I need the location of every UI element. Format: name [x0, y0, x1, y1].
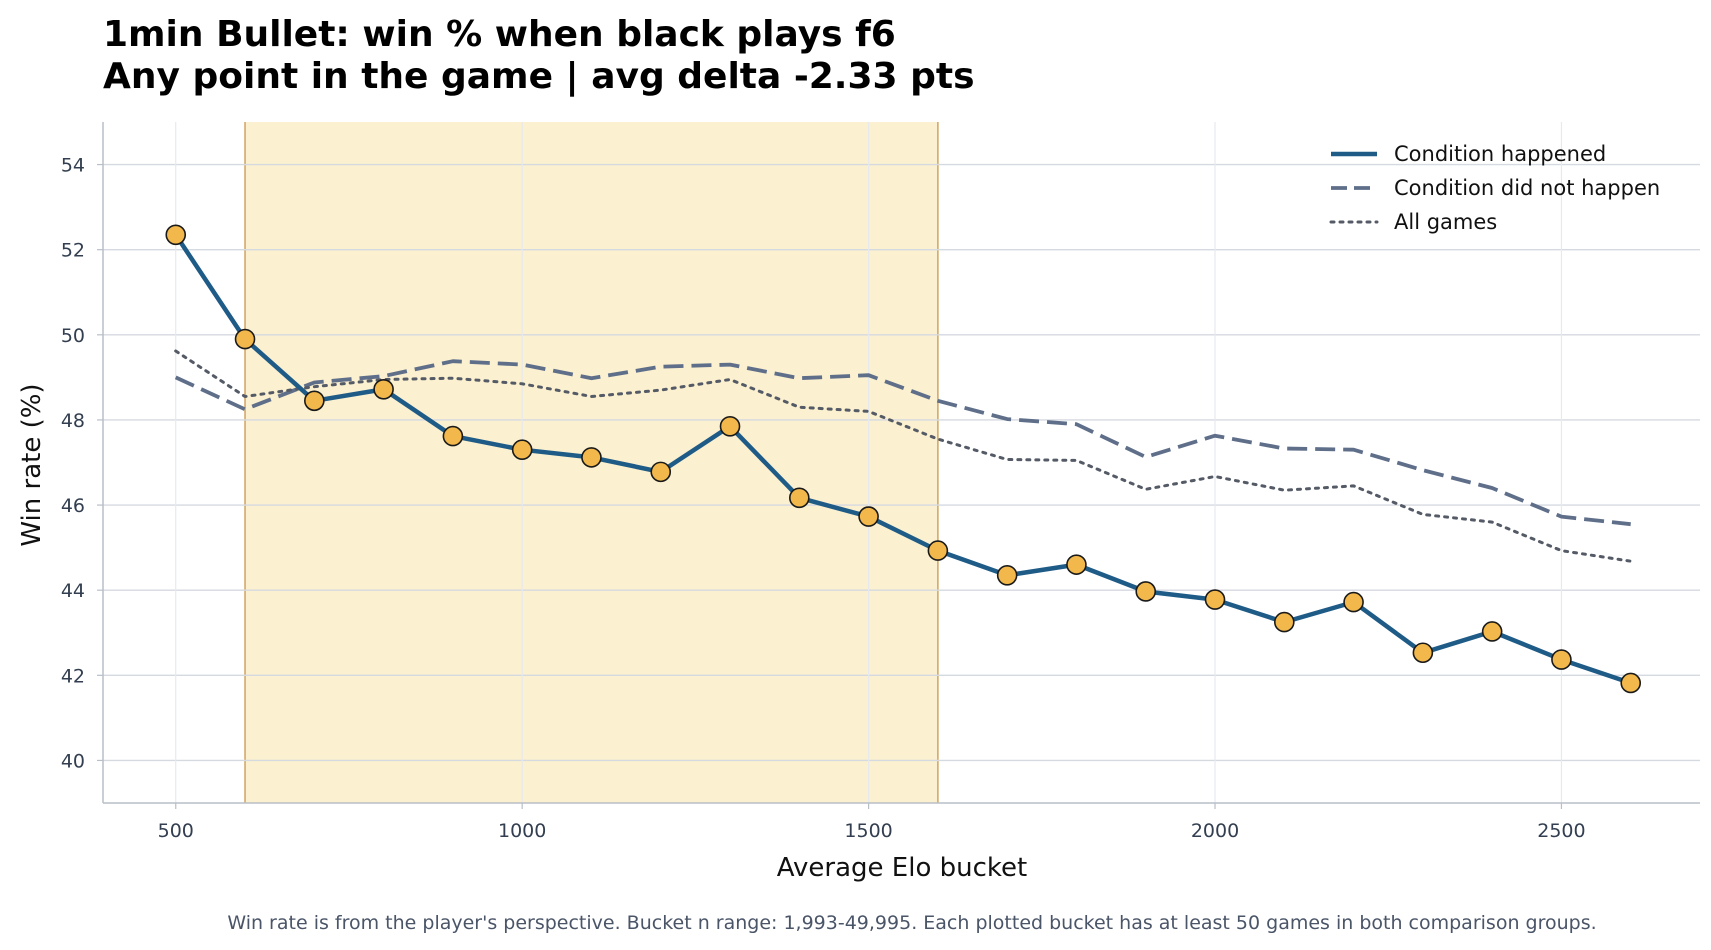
y-tick-label: 48 [61, 410, 85, 432]
x-tick-label: 1000 [498, 820, 546, 842]
data-point [650, 461, 672, 483]
data-point [927, 540, 949, 561]
data-point [996, 564, 1018, 586]
y-tick-label: 46 [61, 495, 85, 517]
y-tick-label: 40 [61, 750, 85, 772]
data-point [442, 425, 464, 447]
series-line-condition-happened [173, 233, 1632, 686]
y-tick-label: 42 [61, 665, 85, 687]
data-point [789, 487, 810, 509]
legend-label: Condition did not happen [1394, 176, 1660, 200]
y-tick-label: 44 [61, 580, 85, 602]
x-tick-label: 1500 [844, 820, 892, 842]
data-point [165, 224, 187, 246]
data-point [719, 416, 741, 437]
data-point [1551, 649, 1572, 670]
x-tick-label: 2000 [1191, 820, 1239, 842]
y-tick-label: 52 [61, 240, 85, 262]
data-point [1343, 591, 1364, 613]
y-tick-label: 54 [61, 155, 85, 177]
data-point [858, 506, 879, 527]
data-point [581, 447, 602, 468]
x-axis-label: Average Elo bucket [777, 853, 1027, 883]
axes [102, 122, 1700, 804]
data-point [304, 390, 325, 412]
chart-subtitle: Any point in the game | avg delta -2.33 … [103, 56, 975, 97]
data-point [234, 328, 256, 350]
tick-labels: 500 1000 1500 2000 2500 40 42 44 46 48 50 52 54 [61, 155, 1586, 842]
y-tick-label: 50 [61, 325, 85, 347]
legend-label: All games [1394, 210, 1497, 234]
data-point [1273, 611, 1295, 633]
data-point [1204, 589, 1226, 610]
series-layer [173, 233, 1633, 686]
legend-label: Condition happened [1394, 142, 1606, 166]
footnote: Win rate is from the player's perspectiv… [227, 912, 1596, 934]
y-axis-label: Win rate (%) [17, 383, 47, 546]
series-line-all-games [174, 349, 1633, 563]
data-point [1066, 554, 1087, 575]
data-point [1620, 672, 1642, 694]
data-point [1135, 581, 1157, 602]
data-point [373, 378, 394, 400]
data-point [511, 439, 533, 461]
data-point [1412, 642, 1434, 664]
legend: Condition happened Condition did not happ… [1329, 142, 1660, 234]
gridlines [103, 122, 1700, 803]
x-tick-label: 2500 [1537, 820, 1585, 842]
series-line-condition-did-not-happen [174, 359, 1631, 527]
marker-layer [165, 224, 1642, 694]
chart-title: 1min Bullet: win % when black plays f6 [103, 14, 896, 55]
x-tick-label: 500 [158, 820, 194, 842]
data-point [1481, 621, 1503, 642]
